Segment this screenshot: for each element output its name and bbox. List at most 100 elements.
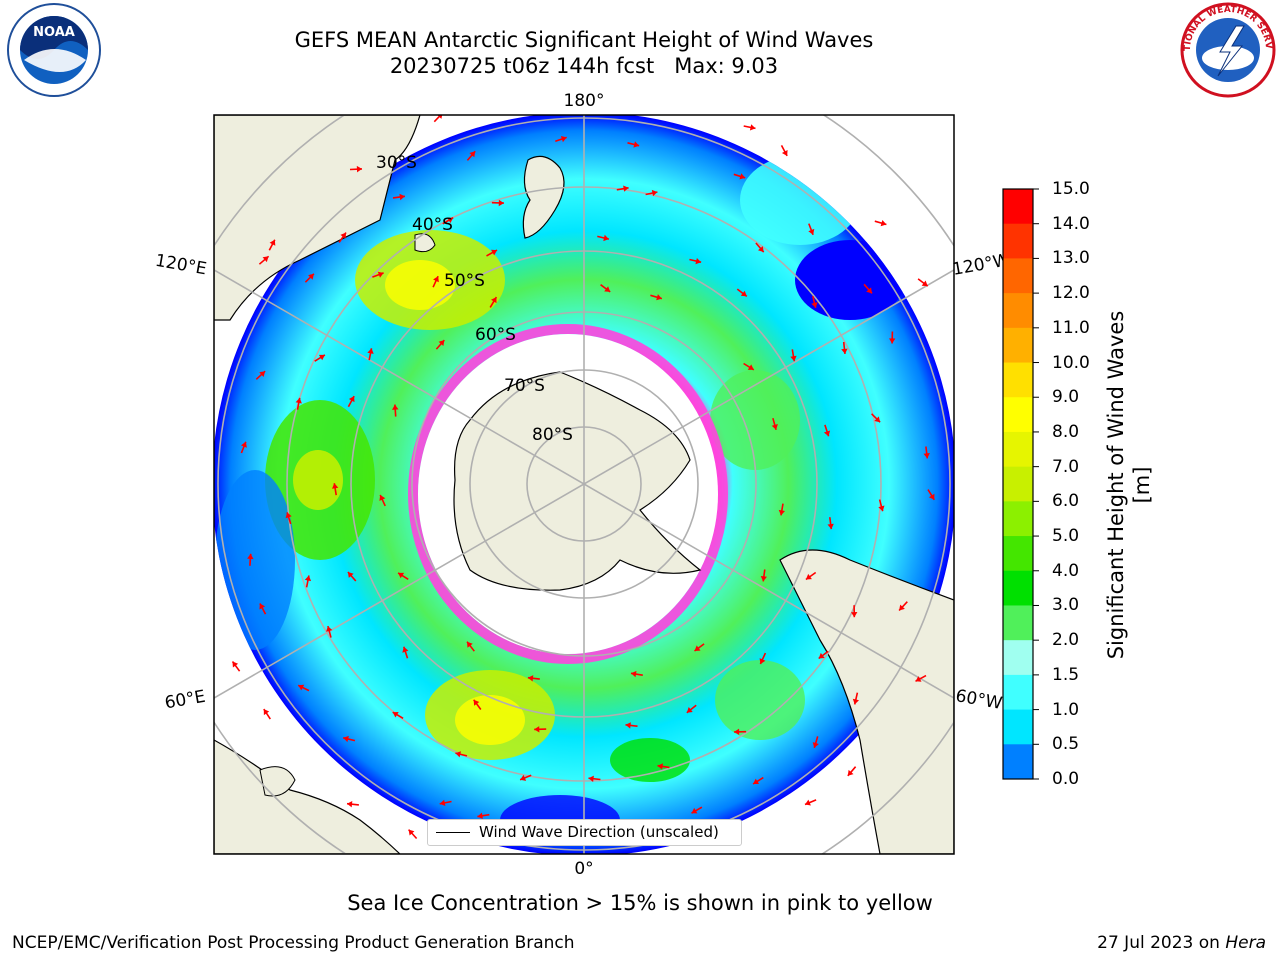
- wind-arrow-head: [603, 234, 609, 242]
- wind-arrow-head: [781, 150, 788, 156]
- lat-label-80s: 80°S: [532, 425, 573, 445]
- wind-arrow-head: [438, 340, 445, 346]
- wind-arrow-head: [604, 286, 611, 292]
- wind-arrow-head: [851, 612, 858, 618]
- lon-label-120e: 120°E: [154, 251, 208, 280]
- wind-arrow-head: [691, 807, 698, 814]
- graticule: [214, 115, 954, 854]
- wind-arrow-head: [304, 575, 312, 582]
- wind-arrow-head: [439, 799, 446, 806]
- wind-wave-arrows: [231, 115, 935, 840]
- wind-arrow-head: [874, 416, 881, 423]
- colorbar-segment: [1003, 605, 1033, 641]
- nws-logo: NATIONAL WEATHER SERVICE: [1178, 2, 1276, 98]
- wind-arrow-head: [734, 728, 740, 735]
- colorbar: [1003, 189, 1033, 780]
- antarctica: [453, 371, 702, 591]
- wind-arrow-head: [298, 684, 305, 691]
- wind-arrow-head: [812, 742, 819, 748]
- colorbar-ticks: [1033, 188, 1039, 780]
- wind-arrow-head: [326, 626, 333, 632]
- wind-arrow-head: [455, 751, 461, 758]
- wind-arrow-head: [760, 576, 767, 582]
- colorbar-tick-label: 3.0: [1052, 595, 1080, 616]
- colorbar-segment: [1003, 640, 1033, 676]
- colorbar-tick-label: 6.0: [1052, 491, 1080, 512]
- lon-label-180: 180°: [564, 91, 605, 111]
- wind-arrow-head: [657, 763, 663, 770]
- colorbar-segment: [1003, 293, 1033, 329]
- wind-arrow-head: [915, 676, 922, 682]
- colorbar-tick-label: 9.0: [1052, 387, 1080, 408]
- wind-arrow-head: [921, 280, 928, 287]
- colorbar-tick-label: 0.0: [1052, 769, 1080, 789]
- noaa-logo-text: NOAA: [33, 25, 75, 40]
- colorbar-tick-label: 7.0: [1052, 456, 1080, 477]
- wind-arrow-head: [749, 124, 756, 131]
- wind-arrow-head: [694, 645, 701, 651]
- wind-arrow-head: [259, 371, 266, 377]
- wind-arrow-head: [534, 726, 540, 733]
- sea-ice-footnote: Sea Ice Concentration > 15% is shown in …: [347, 891, 933, 915]
- wind-arrow-head: [823, 430, 831, 437]
- wind-arrow-head: [805, 573, 812, 580]
- colorbar-segment: [1003, 466, 1033, 502]
- lat-label-70s: 70°S: [504, 376, 545, 396]
- wind-arrow-head: [889, 338, 896, 344]
- wind-arrow-head: [408, 829, 415, 836]
- colorbar-tick-label: 2.0: [1052, 630, 1080, 651]
- credit-host: Hera: [1225, 933, 1266, 953]
- colorbar-tick-label: 8.0: [1052, 421, 1080, 442]
- wind-arrow-head: [262, 256, 269, 263]
- colorbar-segment: [1003, 536, 1033, 572]
- colorbar-segment: [1003, 223, 1033, 259]
- colorbar-tick-label: 1.0: [1052, 699, 1080, 720]
- legend-label: Wind Wave Direction (unscaled): [479, 823, 719, 841]
- wind-arrow-head: [739, 173, 746, 180]
- wind-arrow-head: [753, 778, 760, 784]
- wind-arrow-head: [623, 185, 629, 192]
- wind-arrow-head: [447, 217, 454, 224]
- wind-arrow-head: [759, 658, 766, 664]
- wave-patches: [215, 155, 905, 845]
- wind-arrow-head: [841, 348, 848, 354]
- africa: [214, 739, 401, 854]
- wind-arrow-head: [379, 495, 386, 501]
- colorbar-segment: [1003, 258, 1033, 294]
- legend: Wind Wave Direction (unscaled): [427, 819, 742, 846]
- colorbar-label: Significant Height of Wind Waves [m]: [1104, 310, 1154, 660]
- lat-label-30s: 30°S: [376, 153, 417, 173]
- wind-arrow-head: [847, 769, 854, 776]
- wind-arrow-head: [377, 271, 384, 278]
- wind-arrow-head: [398, 572, 405, 579]
- wind-arrow-head: [527, 675, 534, 682]
- wind-arrow-head: [402, 646, 409, 653]
- colorbar-tick-label: 1.5: [1052, 664, 1080, 685]
- wind-arrow-head: [771, 424, 778, 430]
- wind-arrow-head: [247, 553, 254, 560]
- wind-arrow-head: [308, 273, 314, 280]
- wind-arrow-head: [232, 661, 239, 668]
- wind-arrow-head: [392, 404, 399, 410]
- colorbar-tick-label: 4.0: [1052, 560, 1080, 581]
- wind-arrow-head: [491, 249, 497, 256]
- wind-arrow-head: [356, 165, 362, 173]
- lat-label-50s: 50°S: [444, 271, 485, 291]
- wind-arrow-head: [880, 220, 887, 227]
- colorbar-tick-label: 11.0: [1052, 317, 1090, 338]
- wind-arrow-head: [866, 287, 872, 294]
- wind-arrow-head: [923, 453, 930, 459]
- colorbar-tick-label: 12.0: [1052, 283, 1090, 304]
- wind-arrow-head: [818, 652, 825, 659]
- wind-arrow-head: [347, 572, 354, 578]
- wind-arrow-head: [560, 136, 567, 143]
- wind-arrow-head: [332, 483, 339, 489]
- wind-arrow-head: [747, 364, 754, 370]
- credit-left: NCEP/EMC/Verification Post Processing Pr…: [12, 933, 575, 953]
- wind-arrow-head: [467, 641, 473, 648]
- map-frame: [213, 114, 955, 855]
- wind-arrow-head: [928, 493, 935, 500]
- wind-arrow-head: [259, 603, 266, 610]
- wind-arrow-head: [778, 509, 785, 516]
